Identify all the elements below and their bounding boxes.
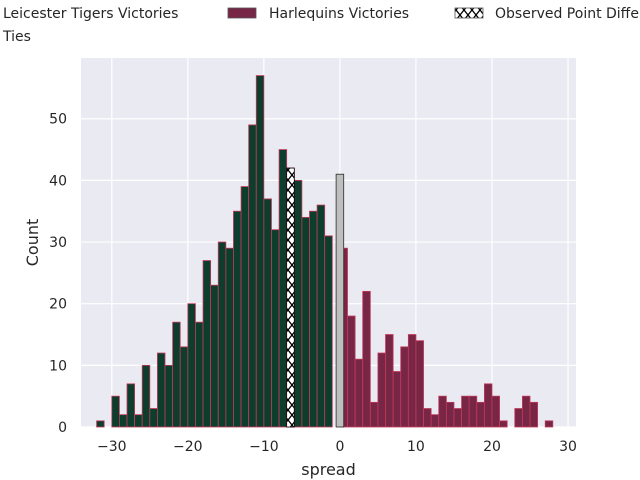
leicester-bar	[195, 321, 204, 428]
leicester-bar	[240, 186, 250, 428]
leicester-bar	[179, 346, 189, 428]
observed-bar	[286, 167, 295, 428]
harlequins-bar	[392, 371, 402, 428]
harlequins-bar	[385, 334, 394, 428]
harlequins-bar	[430, 414, 440, 428]
harlequins-bar	[521, 395, 531, 428]
leicester-bar	[271, 229, 280, 428]
x-tick-label: 10	[407, 439, 425, 455]
harlequins-bar	[483, 383, 493, 428]
ties-bar	[335, 173, 345, 428]
harlequins-bar	[453, 408, 462, 428]
leicester-bar	[233, 210, 242, 428]
harlequins-bar	[415, 340, 424, 428]
x-tick-label: 30	[559, 439, 577, 455]
harlequins-bar	[514, 408, 523, 428]
harlequins-bar	[438, 395, 447, 428]
leicester-bar	[96, 420, 105, 428]
leicester-bar	[217, 241, 227, 428]
y-tick-label: 0	[58, 420, 67, 436]
x-axis-label: spread	[301, 460, 356, 479]
leicester-bar	[278, 149, 288, 428]
leicester-bar	[172, 321, 181, 428]
y-tick-label: 40	[49, 173, 67, 189]
harlequins-bar	[400, 346, 409, 428]
legend-label-observed: Observed Point Differential	[495, 6, 640, 22]
leicester-bar	[324, 235, 333, 428]
leicester-bar	[164, 364, 174, 428]
y-axis-label: Count	[23, 219, 42, 267]
y-tick-label: 30	[49, 235, 67, 251]
leicester-bar	[141, 364, 151, 428]
leicester-bar	[316, 204, 326, 428]
leicester-bar	[210, 284, 219, 428]
tick-labels: −30 −20 −10 0 10 20 30 0 10 20 30 40 50	[49, 112, 577, 455]
harlequins-bar	[354, 358, 364, 428]
leicester-bar	[134, 414, 143, 428]
harlequins-bar	[377, 352, 386, 428]
leicester-bar	[126, 383, 136, 428]
leicester-bar	[309, 210, 318, 428]
legend-label-harlequins: Harlequins Victories	[269, 6, 409, 22]
harlequins-bar	[445, 401, 455, 428]
harlequins-bar	[491, 395, 500, 428]
leicester-bar	[157, 352, 166, 428]
harlequins-bar	[423, 408, 432, 428]
y-tick-label: 20	[49, 297, 67, 313]
leicester-bar	[111, 395, 120, 428]
harlequins-bar	[347, 315, 356, 428]
leicester-bar	[255, 75, 265, 428]
x-tick-label: −20	[173, 439, 203, 455]
x-tick-label: −10	[249, 439, 279, 455]
leicester-bar	[225, 247, 234, 428]
x-tick-label: 0	[335, 439, 344, 455]
x-tick-label: −30	[97, 439, 127, 455]
harlequins-bar	[529, 401, 539, 428]
harlequins-bar	[362, 290, 371, 428]
harlequins-bar	[468, 395, 478, 428]
bars	[96, 75, 554, 428]
harlequins-bar	[369, 401, 379, 428]
harlequins-bar	[407, 334, 417, 428]
leicester-bar	[187, 303, 196, 428]
x-tick-label: 20	[483, 439, 501, 455]
legend: Leicester Tigers Victories Harlequins Vic…	[2, 6, 640, 45]
harlequins-bar	[461, 395, 470, 428]
leicester-bar	[248, 124, 257, 428]
legend-swatch-harlequins	[227, 7, 257, 19]
legend-swatch-observed	[454, 7, 484, 19]
y-tick-label: 50	[49, 112, 67, 128]
harlequins-bar	[544, 420, 554, 428]
leicester-bar	[293, 179, 303, 428]
leicester-bar	[263, 198, 272, 428]
leicester-bar	[301, 216, 310, 428]
harlequins-bar	[476, 401, 485, 428]
legend-label-leicester: Leicester Tigers Victories	[3, 6, 178, 22]
y-tick-label: 10	[49, 358, 67, 374]
leicester-bar	[202, 260, 212, 428]
legend-label-ties: Ties	[2, 29, 31, 45]
leicester-bar	[118, 414, 128, 428]
leicester-bar	[149, 408, 158, 428]
harlequins-bar	[499, 420, 508, 428]
